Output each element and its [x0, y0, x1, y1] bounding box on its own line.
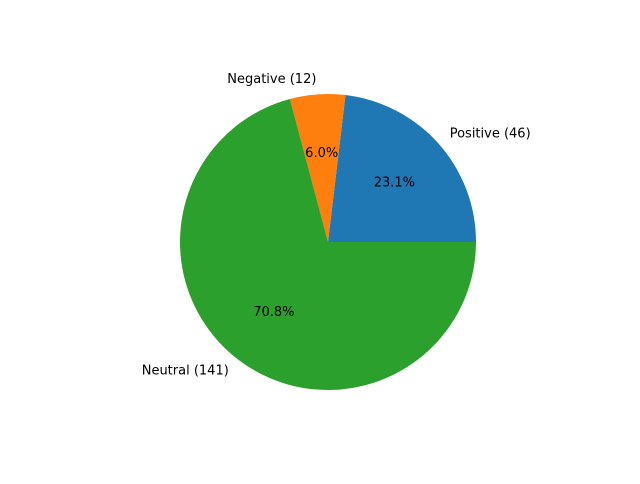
- slice-category-label-1: Negative (12): [227, 72, 316, 87]
- slice-percent-label-1: 6.0%: [305, 146, 338, 161]
- slice-category-label-2: Neutral (141): [142, 364, 229, 379]
- slices-layer: [180, 94, 476, 390]
- slice-percent-label-2: 70.8%: [253, 305, 294, 320]
- labels-layer: 23.1% Positive (46) 6.0% Negative (12) 70.8%…: [142, 72, 531, 378]
- pie-slice-0: [328, 95, 476, 242]
- pie-slice-2: [180, 98, 476, 390]
- slice-category-label-0: Positive (46): [450, 126, 531, 141]
- pie-slice-1: [289, 94, 346, 242]
- slice-percent-label-0: 23.1%: [374, 176, 415, 191]
